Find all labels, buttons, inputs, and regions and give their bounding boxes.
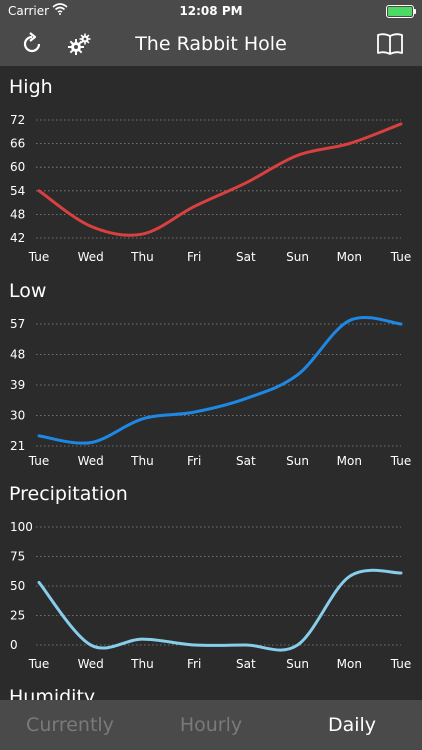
navigation-bar: The Rabbit Hole	[0, 22, 422, 66]
x-tick-label: Tue	[390, 657, 412, 671]
battery-icon	[386, 5, 416, 18]
daily-charts: High 72 66 60 54 48 42 Tue Wed Thu Fri Sat Sun Mon Tu…	[0, 66, 422, 700]
x-tick-label: Fri	[187, 657, 201, 671]
tab-hourly[interactable]: Hourly	[179, 714, 243, 736]
y-tick-label: 66	[10, 137, 25, 151]
y-tick-label: 75	[10, 550, 25, 564]
y-tick-label: 48	[10, 348, 25, 362]
y-tick-label: 72	[10, 113, 25, 127]
y-tick-label: 54	[10, 184, 25, 198]
x-tick-label: Sun	[286, 454, 309, 468]
x-tick-label: Thu	[130, 657, 154, 671]
gears-icon[interactable]	[66, 30, 94, 58]
refresh-icon[interactable]	[18, 30, 46, 58]
high-section-title: High	[9, 76, 53, 98]
book-icon[interactable]	[376, 30, 404, 58]
x-tick-label: Tue	[390, 250, 412, 264]
x-tick-label: Tue	[28, 250, 50, 264]
y-tick-label: 57	[10, 317, 25, 331]
tab-currently[interactable]: Currently	[26, 714, 114, 736]
y-tick-label: 48	[10, 207, 25, 221]
low-section-title: Low	[9, 280, 47, 302]
x-tick-label: Tue	[390, 454, 412, 468]
high-series-line	[37, 122, 403, 237]
y-tick-label: 50	[10, 579, 25, 593]
page-title: The Rabbit Hole	[135, 33, 287, 55]
y-tick-label: 60	[10, 160, 25, 174]
x-tick-label: Wed	[78, 250, 104, 264]
low-series-line	[37, 315, 403, 445]
x-tick-label: Sat	[236, 657, 256, 671]
x-tick-label: Sun	[286, 657, 309, 671]
humidity-section-title: Humidity	[9, 686, 96, 700]
tab-daily[interactable]: Daily	[327, 714, 377, 736]
x-tick-label: Wed	[78, 454, 104, 468]
precipitation-section-title: Precipitation	[9, 483, 128, 505]
x-tick-label: Wed	[78, 657, 104, 671]
x-tick-label: Sun	[286, 250, 309, 264]
x-tick-label: Mon	[337, 250, 362, 264]
y-tick-label: 30	[10, 409, 25, 423]
y-tick-label: 25	[10, 609, 25, 623]
precipitation-series-line	[37, 568, 403, 652]
x-tick-label: Mon	[337, 657, 362, 671]
x-tick-label: Thu	[130, 454, 154, 468]
tab-bar: Currently Hourly Daily	[0, 700, 422, 750]
x-tick-label: Sat	[236, 250, 256, 264]
x-tick-label: Fri	[187, 454, 201, 468]
wifi-icon	[52, 3, 68, 18]
x-tick-label: Thu	[130, 250, 154, 264]
status-time: 12:08 PM	[179, 4, 243, 18]
x-tick-label: Fri	[187, 250, 201, 264]
x-tick-label: Tue	[28, 657, 50, 671]
y-tick-label: 42	[10, 231, 25, 245]
y-tick-label: 39	[10, 378, 25, 392]
precipitation-chart: 100 75 50 25 0 Tue Wed Thu Fri Sat Sun Mon Tue	[10, 520, 412, 671]
y-tick-label: 21	[10, 439, 25, 453]
y-tick-label: 0	[10, 638, 18, 652]
x-tick-label: Sat	[236, 454, 256, 468]
status-bar: Carrier 12:08 PM	[0, 0, 422, 22]
carrier-label: Carrier	[8, 4, 50, 18]
y-tick-label: 100	[10, 520, 33, 534]
x-tick-label: Mon	[337, 454, 362, 468]
x-tick-label: Tue	[28, 454, 50, 468]
